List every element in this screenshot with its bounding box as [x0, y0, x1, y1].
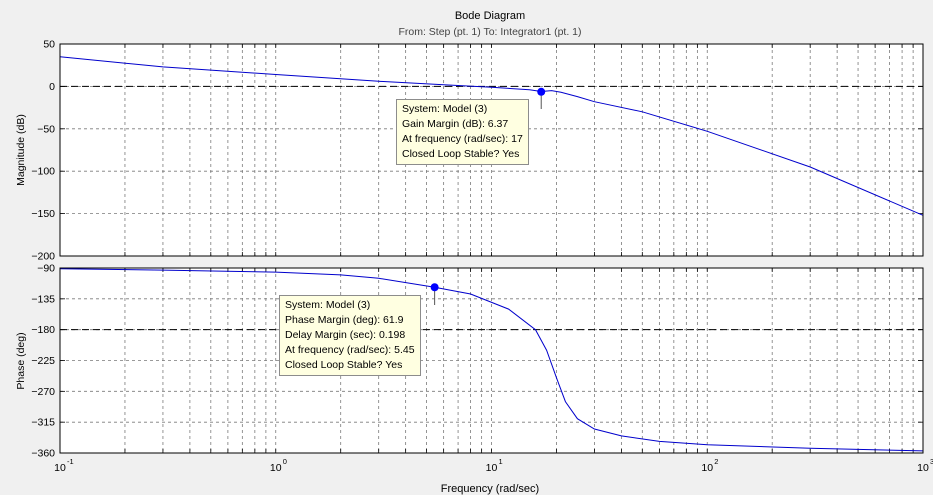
y-tick-label: 0 [49, 81, 55, 93]
x-axis-label: Frequency (rad/sec) [441, 483, 539, 495]
x-tick-exponent: 0 [283, 457, 287, 466]
magnitude-axis-label: Magnitude (dB) [15, 114, 27, 186]
datatip-line: System: Model (3) [402, 103, 488, 115]
plot-frame [59, 43, 924, 257]
phase-axis-label: Phase (deg) [15, 332, 27, 389]
datatip-line: At frequency (rad/sec): 5.45 [285, 344, 415, 356]
phase-plot: −90 −135 −180 −225 −270 −315 −360 [31, 263, 924, 460]
datatip-line: Phase Margin (deg): 61.9 [285, 314, 404, 326]
y-tick-label: −135 [31, 293, 55, 305]
x-tick-label: 10 [270, 462, 282, 474]
datatip-line: Closed Loop Stable? Yes [285, 359, 403, 371]
y-tick-label: −100 [31, 166, 55, 178]
x-tick-exponent: -1 [67, 457, 74, 466]
x-tick-label: 10 [486, 462, 498, 474]
y-tick-label: −180 [31, 324, 55, 336]
magnitude-curve [59, 56, 924, 216]
y-tick-label: −360 [31, 448, 55, 460]
gain-margin-datatip[interactable]: System: Model (3) Gain Margin (dB): 6.37 A… [396, 99, 529, 165]
datatip-line: Gain Margin (dB): 6.37 [402, 118, 509, 130]
x-tick-label: 10 [917, 462, 929, 474]
x-tick-exponent: 1 [499, 457, 503, 466]
y-tick-label: −90 [37, 263, 55, 275]
y-tick-label: 50 [43, 39, 55, 51]
datatip-line: Delay Margin (sec): 0.198 [285, 329, 406, 341]
datatip-line: At frequency (rad/sec): 17 [402, 133, 523, 145]
y-tick-label: −200 [31, 251, 55, 263]
y-tick-label: −270 [31, 386, 55, 398]
x-tick-exponent: 3 [930, 457, 933, 466]
y-tick-label: −150 [31, 208, 55, 220]
datatip-line: Closed Loop Stable? Yes [402, 148, 520, 160]
datatip-line: System: Model (3) [285, 299, 371, 311]
x-tick-label: 10 [54, 462, 66, 474]
y-tick-label: −50 [37, 123, 55, 135]
chart-title: Bode Diagram [455, 10, 525, 22]
y-tick-label: −225 [31, 355, 55, 367]
x-tick-label: 10 [701, 462, 713, 474]
margin-marker [537, 87, 546, 96]
x-tick-exponent: 2 [714, 457, 718, 466]
y-tick-label: −315 [31, 417, 55, 429]
margin-marker [430, 283, 439, 292]
chart-subtitle: From: Step (pt. 1) To: Integrator1 (pt. … [398, 26, 581, 38]
phase-curve [59, 268, 924, 452]
plot-frame [59, 267, 924, 454]
phase-margin-datatip[interactable]: System: Model (3) Phase Margin (deg): 61.… [279, 295, 421, 376]
